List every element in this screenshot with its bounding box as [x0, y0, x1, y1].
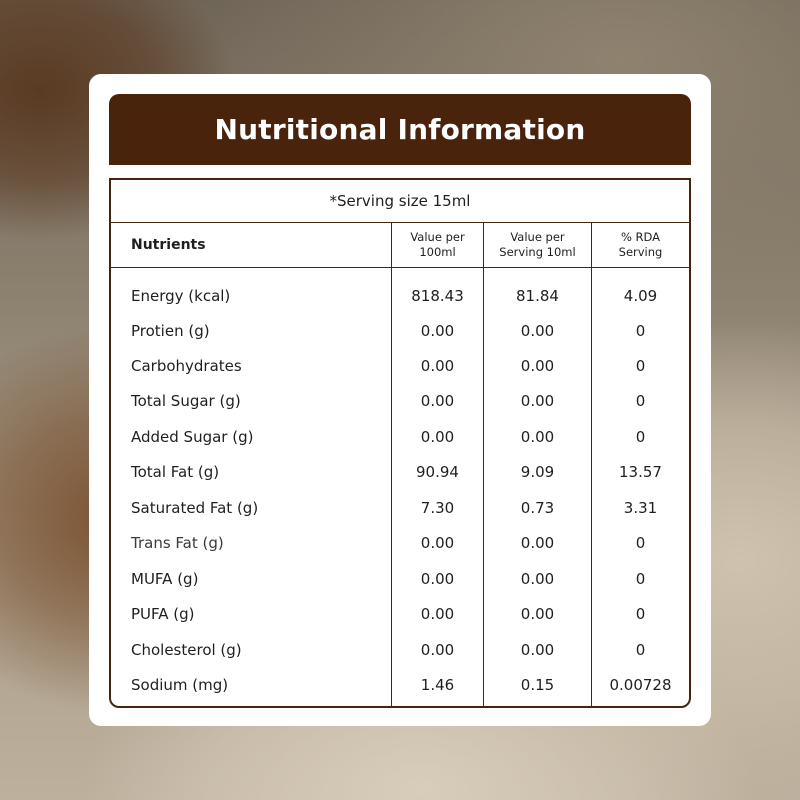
value-per-serving: 0.00 — [520, 533, 555, 552]
nutrition-card: Nutritional Information *Serving size 15… — [89, 74, 711, 726]
header-value-per-serving: Value per Serving 10ml — [484, 223, 591, 267]
rda-value: 3.31 — [623, 498, 658, 517]
rda-value: 4.09 — [623, 286, 658, 305]
header-nutrients: Nutrients — [131, 237, 206, 253]
value-per-serving: 0.00 — [520, 391, 555, 410]
title-bar: Nutritional Information — [109, 94, 691, 165]
value-per-100ml: 0.00 — [420, 604, 455, 623]
value-per-serving: 81.84 — [516, 286, 559, 305]
value-per-serving: 0.00 — [520, 321, 555, 340]
table-row: Carbohydrates 0.00 0.00 0 — [111, 348, 689, 383]
value-per-serving: 0.73 — [520, 498, 555, 517]
table-row: Trans Fat (g) 0.00 0.00 0 — [111, 525, 689, 560]
nutrient-name: Total Fat (g) — [131, 462, 220, 481]
column-divider — [391, 223, 392, 706]
nutrient-name: Total Sugar (g) — [131, 391, 241, 410]
rda-value: 0.00728 — [609, 675, 672, 694]
header-value-per-serving-line2: Serving 10ml — [499, 245, 576, 259]
value-per-serving: 0.00 — [520, 569, 555, 588]
value-per-100ml: 0.00 — [420, 391, 455, 410]
table-row: PUFA (g) 0.00 0.00 0 — [111, 596, 689, 631]
table-row: Added Sugar (g) 0.00 0.00 0 — [111, 419, 689, 454]
table-row: Saturated Fat (g) 7.30 0.73 3.31 — [111, 490, 689, 525]
header-value-per-100ml-line1: Value per — [410, 230, 465, 244]
nutrient-name: Trans Fat (g) — [131, 533, 224, 552]
rda-value: 0 — [635, 640, 646, 659]
header-rda-line1: % RDA — [620, 230, 661, 244]
nutrient-name: Energy (kcal) — [131, 286, 231, 305]
nutrient-name: Sodium (mg) — [131, 675, 229, 694]
value-per-serving: 0.00 — [520, 356, 555, 375]
nutrient-name: PUFA (g) — [131, 604, 195, 623]
table-body: Nutrients Value per 100ml Value per Servin… — [111, 223, 689, 706]
value-per-100ml: 0.00 — [420, 356, 455, 375]
table-row: Total Sugar (g) 0.00 0.00 0 — [111, 383, 689, 418]
value-per-100ml: 0.00 — [420, 321, 455, 340]
header-rda: % RDA Serving — [592, 223, 689, 267]
header-value-per-100ml: Value per 100ml — [392, 223, 483, 267]
nutrient-name: Saturated Fat (g) — [131, 498, 259, 517]
header-value-per-100ml-line2: 100ml — [419, 245, 456, 259]
value-per-serving: 9.09 — [520, 462, 555, 481]
rda-value: 0 — [635, 391, 646, 410]
header-rda-line2: Serving — [618, 245, 663, 259]
rda-value: 13.57 — [619, 462, 662, 481]
nutrient-name: Added Sugar (g) — [131, 427, 254, 446]
table-row: MUFA (g) 0.00 0.00 0 — [111, 561, 689, 596]
column-divider — [591, 223, 592, 706]
rda-value: 0 — [635, 427, 646, 446]
rda-value: 0 — [635, 604, 646, 623]
value-per-100ml: 0.00 — [420, 640, 455, 659]
rda-value: 0 — [635, 356, 646, 375]
table-row: Protien (g) 0.00 0.00 0 — [111, 313, 689, 348]
nutrient-name: Protien (g) — [131, 321, 210, 340]
table-row: Total Fat (g) 90.94 9.09 13.57 — [111, 454, 689, 489]
value-per-serving: 0.15 — [520, 675, 555, 694]
value-per-100ml: 0.00 — [420, 427, 455, 446]
value-per-serving: 0.00 — [520, 640, 555, 659]
value-per-100ml: 0.00 — [420, 569, 455, 588]
table-row: Sodium (mg) 1.46 0.15 0.00728 — [111, 667, 689, 702]
value-per-100ml: 7.30 — [420, 498, 455, 517]
rda-value: 0 — [635, 569, 646, 588]
table-row: Cholesterol (g) 0.00 0.00 0 — [111, 632, 689, 667]
header-value-per-serving-line1: Value per — [510, 230, 565, 244]
value-per-100ml: 818.43 — [411, 286, 464, 305]
column-divider — [483, 223, 484, 706]
value-per-100ml: 90.94 — [416, 462, 459, 481]
nutrient-name: Cholesterol (g) — [131, 640, 242, 659]
value-per-serving: 0.00 — [520, 427, 555, 446]
table-row: Energy (kcal) 818.43 81.84 4.09 — [111, 278, 689, 313]
nutrient-name: Carbohydrates — [131, 356, 242, 375]
nutrient-name: MUFA (g) — [131, 569, 199, 588]
rda-value: 0 — [635, 321, 646, 340]
rda-value: 0 — [635, 533, 646, 552]
value-per-100ml: 0.00 — [420, 533, 455, 552]
table-header-row: Nutrients Value per 100ml Value per Servin… — [111, 223, 689, 268]
value-per-serving: 0.00 — [520, 604, 555, 623]
serving-size-note: *Serving size 15ml — [111, 180, 689, 223]
nutrition-table: *Serving size 15ml Nutrients Value per 10… — [109, 178, 691, 708]
page-title: Nutritional Information — [214, 113, 586, 146]
value-per-100ml: 1.46 — [420, 675, 455, 694]
